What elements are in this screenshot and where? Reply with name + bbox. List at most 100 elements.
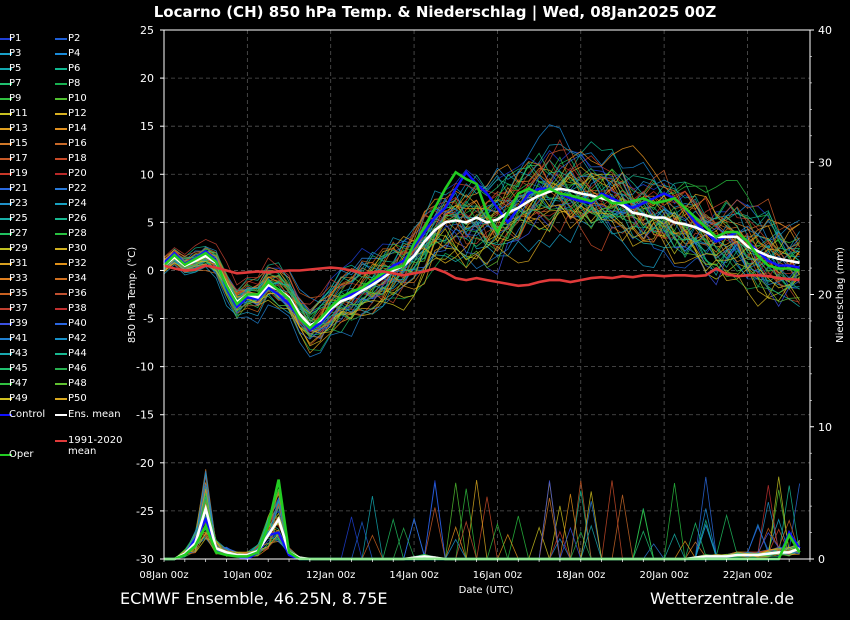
legend-label: P38 (68, 303, 87, 314)
legend-swatch (55, 368, 67, 370)
temperature-series-oper (163, 170, 800, 330)
x-tick-label: 08Jan 00z (139, 570, 188, 581)
legend-label: Control (9, 409, 46, 420)
legend-label: P46 (68, 363, 87, 374)
legend-swatch (0, 233, 12, 235)
legend-swatch (55, 383, 67, 385)
legend-swatch (55, 53, 67, 55)
legend-label: P48 (68, 378, 87, 389)
legend-swatch (55, 248, 67, 250)
legend-label: P37 (9, 303, 28, 314)
y-tick-label-right: 30 (818, 156, 832, 169)
legend-label: P12 (68, 108, 87, 119)
legend-swatch (0, 293, 12, 295)
legend-swatch (55, 158, 67, 160)
legend-swatch (55, 68, 67, 70)
legend-label: P47 (9, 378, 28, 389)
legend-label: P11 (9, 108, 28, 119)
legend-label: P49 (9, 393, 28, 404)
legend-swatch (0, 143, 12, 145)
legend-label: P10 (68, 93, 87, 104)
legend-label: P2 (68, 33, 81, 44)
legend-swatch (55, 278, 67, 280)
y-tick-label: -15 (136, 409, 154, 422)
y-tick-label: 15 (140, 120, 154, 133)
legend-label: P28 (68, 228, 87, 239)
member-precip-line (164, 516, 800, 560)
axes: 25 20 15 10 5 0 -5 -10 -15 -20 -25 -30 40 30 20 10 0 08Ja… (136, 24, 832, 581)
legend-label: P35 (9, 288, 28, 299)
legend-swatch (55, 263, 67, 265)
legend-swatch (0, 368, 12, 370)
legend-swatch (55, 293, 67, 295)
legend-label: P50 (68, 393, 87, 404)
legend-swatch (0, 248, 12, 250)
y-tick-label-right: 0 (818, 553, 825, 566)
legend-label: P17 (9, 153, 28, 164)
y-tick-label-right: 10 (818, 421, 832, 434)
legend-label: P13 (9, 123, 28, 134)
y-tick-label: 25 (140, 24, 154, 37)
legend-swatch (55, 188, 67, 190)
x-tick-label: 12Jan 00z (306, 570, 355, 581)
legend-label: P6 (68, 63, 81, 74)
legend-label: P41 (9, 333, 28, 344)
legend-label: P19 (9, 168, 28, 179)
legend-swatch (0, 98, 12, 100)
chart-title: Locarno (CH) 850 hPa Temp. & Niederschla… (153, 3, 717, 21)
legend-swatch (0, 278, 12, 280)
legend-label: Ens. mean (68, 409, 121, 420)
legend-label: P23 (9, 198, 28, 209)
legend-swatch (55, 38, 67, 40)
legend-swatch (55, 173, 67, 175)
legend-label: P18 (68, 153, 87, 164)
legend-swatch (0, 173, 12, 175)
footer-site: Wetterzentrale.de (650, 589, 795, 608)
legend-swatch (0, 308, 12, 310)
y-tick-label: 10 (140, 168, 154, 181)
legend-swatch (0, 323, 12, 325)
y-tick-label: 0 (147, 264, 154, 277)
legend-label: P4 (68, 48, 81, 59)
legend-swatch (55, 113, 67, 115)
legend-label: P26 (68, 213, 87, 224)
x-tick-label: 18Jan 00z (556, 570, 605, 581)
legend-swatch (55, 143, 67, 145)
temperature-series-ens-mean (163, 187, 800, 327)
legend-swatch (0, 113, 12, 115)
legend-label: P20 (68, 168, 87, 179)
legend-swatch (55, 83, 67, 85)
y-tick-label-right: 20 (818, 289, 832, 302)
legend-swatch (55, 308, 67, 310)
y-tick-label: -25 (136, 505, 154, 518)
legend-swatch (0, 414, 12, 416)
legend-swatch (0, 383, 12, 385)
member-temp-line (163, 184, 800, 299)
legend-label: P3 (9, 48, 22, 59)
legend-swatch (0, 188, 12, 190)
x-tick-label: 20Jan 00z (639, 570, 688, 581)
y-axis-label-left: 850 hPa Temp. (°C) (127, 247, 138, 343)
legend-label: P8 (68, 78, 81, 89)
legend-label: P14 (68, 123, 87, 134)
legend-swatch (55, 98, 67, 100)
legend-swatch (55, 398, 67, 400)
member-temp-line (163, 173, 800, 335)
temperature-series-control (163, 170, 800, 332)
legend-label: P36 (68, 288, 87, 299)
x-axis-label: Date (UTC) (459, 585, 514, 596)
y-tick-label: -10 (136, 361, 154, 374)
legend-swatch (55, 233, 67, 235)
legend-swatch (0, 218, 12, 220)
legend-label: P44 (68, 348, 87, 359)
member-temp-line (163, 178, 800, 321)
footer-source: ECMWF Ensemble, 46.25N, 8.75E (120, 589, 388, 608)
x-tick-label: 10Jan 00z (223, 570, 272, 581)
legend-label: P32 (68, 258, 87, 269)
legend-label: P30 (68, 243, 87, 254)
legend-swatch (0, 83, 12, 85)
legend-label: 1991-2020 mean (68, 435, 123, 457)
legend-label: P25 (9, 213, 28, 224)
legend-swatch (55, 323, 67, 325)
